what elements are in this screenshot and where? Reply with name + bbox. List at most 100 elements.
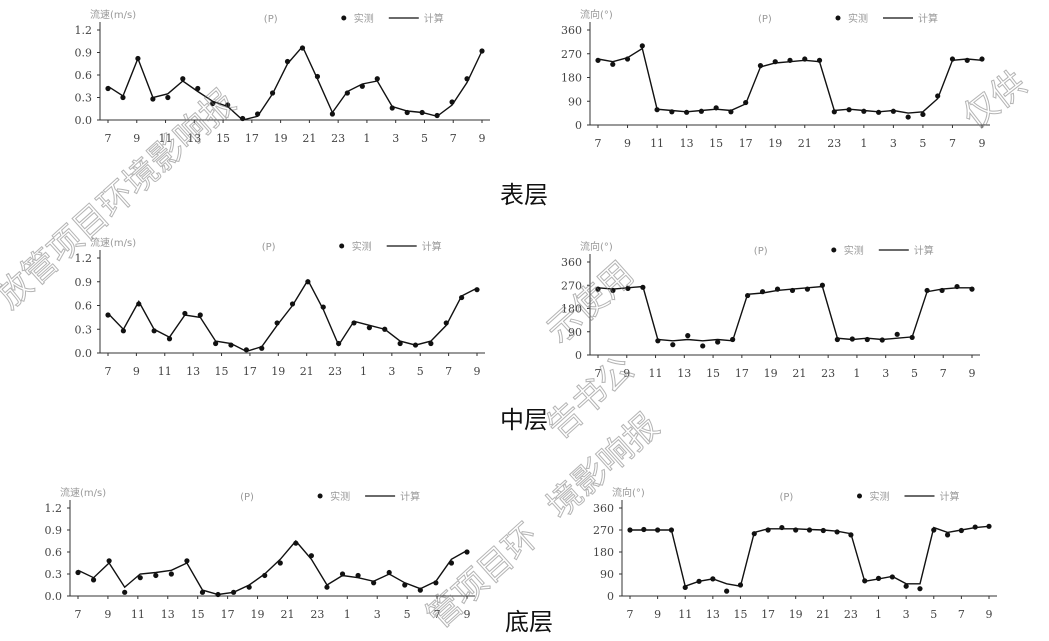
data-point-measured	[831, 109, 837, 115]
x-tick-label: 21	[816, 608, 830, 621]
data-point-measured	[905, 114, 911, 120]
x-tick-label: 3	[882, 367, 889, 380]
data-point-measured	[820, 527, 826, 534]
data-point-measured	[862, 578, 868, 584]
data-point-measured	[166, 336, 173, 342]
data-point-measured	[610, 287, 616, 294]
data-point-measured	[269, 90, 276, 96]
data-point-measured	[106, 558, 112, 564]
data-point-measured	[448, 560, 455, 566]
x-tick-label: 23	[844, 608, 858, 621]
x-tick-label: 9	[464, 608, 471, 621]
x-tick-label: 17	[221, 608, 235, 621]
data-point-measured	[743, 99, 749, 106]
x-tick-label: 21	[302, 132, 316, 145]
x-tick-label: 17	[243, 365, 257, 378]
y-tick-label: 0	[575, 349, 582, 362]
data-point-measured	[136, 301, 142, 307]
x-tick-label: 23	[331, 132, 345, 145]
x-tick-label: 19	[251, 608, 265, 621]
data-point-measured	[120, 328, 126, 334]
legend-tide-label: (P)	[758, 14, 772, 25]
data-point-measured	[864, 336, 870, 343]
data-point-measured	[939, 287, 945, 294]
data-point-measured	[625, 285, 631, 291]
series-line-simulated	[77, 539, 468, 596]
data-point-measured	[684, 109, 690, 115]
data-point-measured	[875, 575, 882, 582]
y-tick-label: 0	[607, 590, 614, 603]
data-point-measured	[958, 527, 964, 534]
data-point-measured	[197, 312, 203, 318]
legend-tide-label: (P)	[780, 492, 794, 503]
data-point-measured	[909, 334, 915, 341]
data-point-measured	[640, 284, 646, 290]
x-tick-label: 9	[624, 137, 631, 150]
data-point-measured	[789, 287, 796, 294]
data-point-measured	[595, 286, 601, 292]
y-tick-label: 270	[561, 48, 582, 61]
data-point-measured	[215, 591, 221, 598]
x-tick-label: 7	[595, 137, 602, 150]
legend-simulated-label: 计算	[400, 490, 420, 503]
x-tick-label: 5	[417, 365, 424, 378]
x-tick-label: 13	[680, 137, 694, 150]
legend-measured-marker	[341, 15, 347, 21]
data-point-measured	[685, 333, 691, 339]
data-point-measured	[787, 57, 793, 63]
data-point-measured	[774, 286, 781, 292]
data-point-measured	[964, 57, 970, 63]
data-point-measured	[225, 102, 231, 108]
x-tick-label: 9	[474, 365, 481, 378]
data-point-measured	[802, 56, 808, 62]
x-tick-label: 21	[798, 137, 812, 150]
y-tick-label: 0.9	[75, 276, 93, 289]
x-tick-label: 7	[595, 367, 602, 380]
data-point-measured	[751, 531, 757, 537]
legend-simulated-label: 计算	[424, 12, 444, 25]
data-point-measured	[889, 574, 895, 580]
legend-measured-label: 实测	[848, 12, 868, 25]
data-point-measured	[277, 560, 283, 566]
x-tick-label: 13	[187, 132, 201, 145]
data-point-measured	[274, 320, 280, 326]
data-point-measured	[371, 580, 377, 586]
data-point-measured	[259, 345, 265, 351]
data-point-measured	[314, 73, 321, 80]
series-line-simulated	[630, 525, 990, 588]
y-tick-label: 1.2	[75, 24, 93, 37]
data-point-measured	[745, 292, 751, 299]
x-tick-label: 7	[940, 367, 947, 380]
y-axis-title: 流速(m/s)	[90, 236, 136, 249]
data-point-measured	[243, 347, 249, 353]
y-tick-label: 90	[568, 95, 582, 108]
data-point-measured	[624, 56, 631, 62]
y-axis-title: 流向(°)	[580, 8, 613, 21]
data-point-measured	[654, 107, 660, 113]
x-tick-label: 11	[159, 132, 173, 145]
data-point-measured	[389, 105, 395, 111]
x-tick-label: 11	[649, 367, 663, 380]
x-tick-label: 19	[274, 132, 288, 145]
chart-bottom-speed: 0.00.30.60.91.27 9 11 13 15 17 19 21 23 1 3 5 7 9流速(m…	[45, 486, 475, 621]
data-point-measured	[894, 331, 900, 337]
x-tick-label: 3	[388, 365, 395, 378]
x-tick-label: 1	[360, 365, 367, 378]
data-point-measured	[434, 112, 440, 119]
data-point-measured	[819, 282, 826, 288]
x-tick-label: 17	[739, 137, 753, 150]
y-tick-label: 0.0	[45, 590, 63, 603]
data-point-measured	[404, 109, 410, 116]
data-point-measured	[759, 289, 766, 295]
data-point-measured	[137, 575, 143, 581]
y-tick-label: 0.3	[75, 92, 93, 105]
y-axis-title: 流向(°)	[612, 486, 645, 499]
legend-tide-label: (P)	[240, 492, 254, 503]
data-point-measured	[289, 301, 296, 307]
x-tick-label: 11	[650, 137, 664, 150]
x-tick-label: 13	[186, 365, 200, 378]
layer-title-surface: 表层	[500, 181, 548, 209]
data-point-measured	[920, 111, 926, 118]
y-tick-label: 90	[568, 326, 582, 339]
